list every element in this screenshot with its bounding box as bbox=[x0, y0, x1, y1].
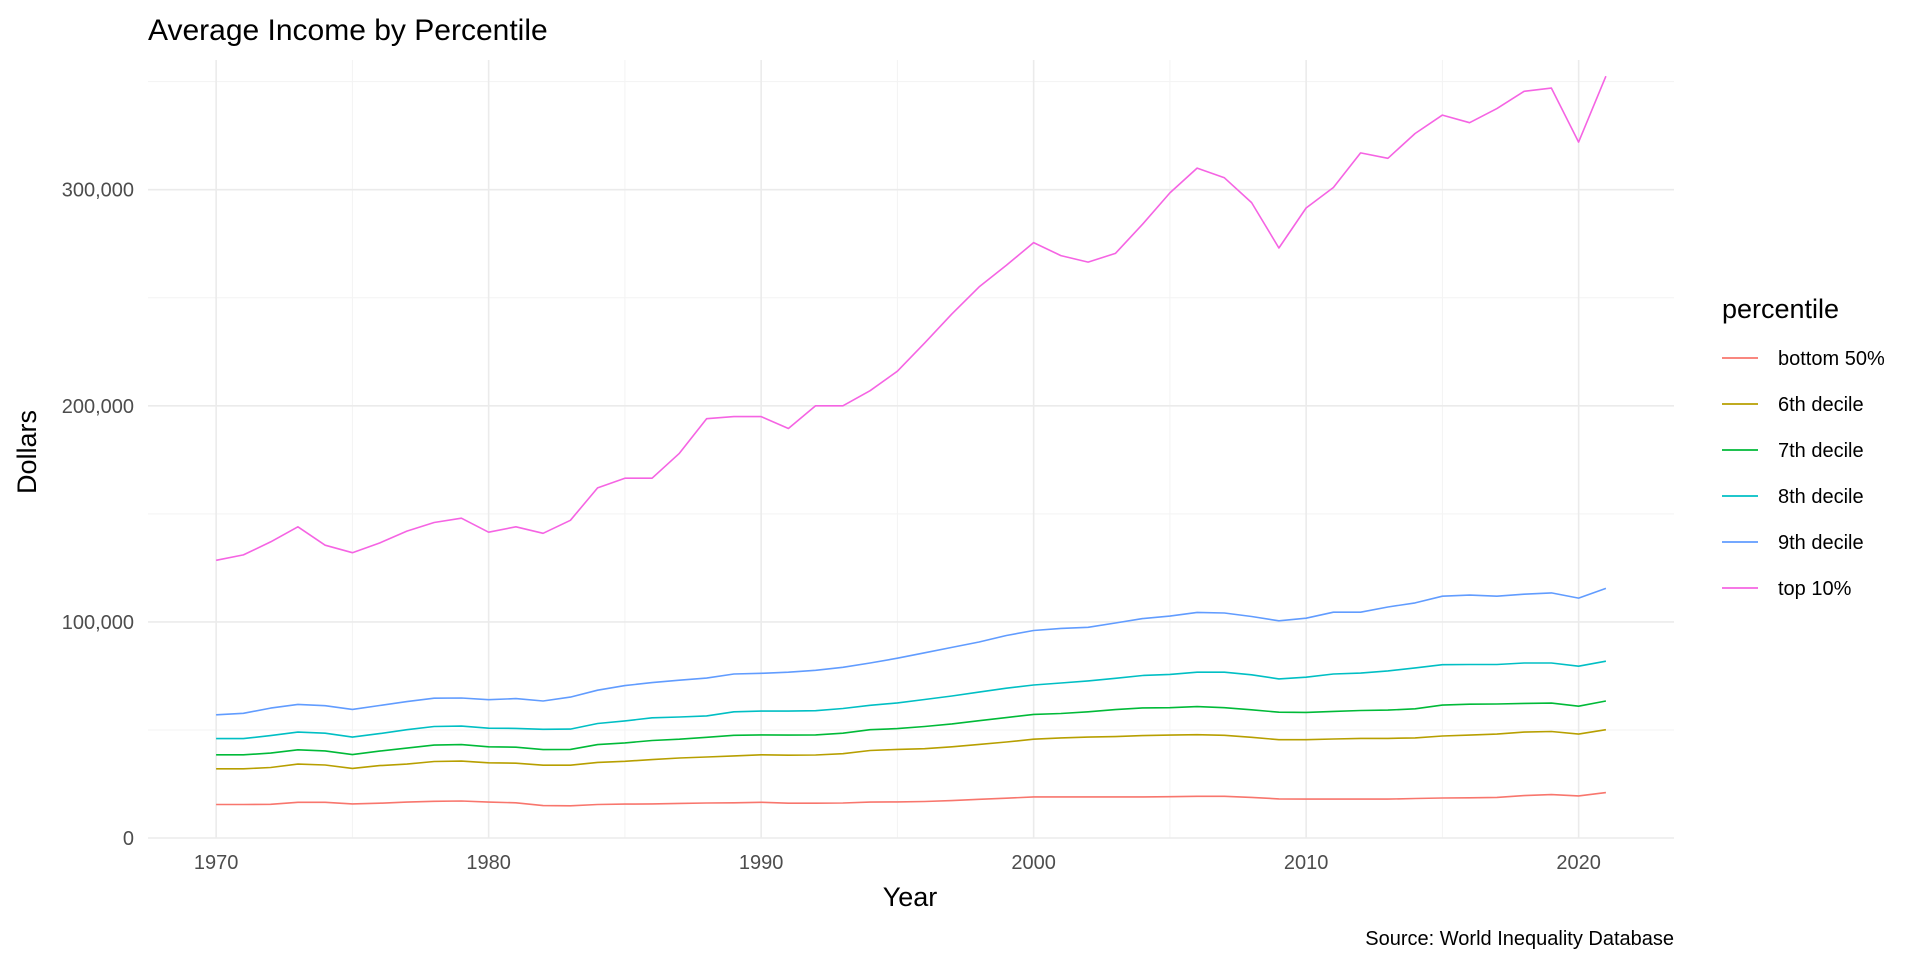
legend-title: percentile bbox=[1722, 294, 1839, 324]
y-axis-title: Dollars bbox=[12, 410, 42, 494]
legend-item: 6th decile bbox=[1722, 394, 1864, 416]
series-line-6th-decile bbox=[216, 728, 1607, 770]
x-tick-label: 2000 bbox=[1011, 852, 1056, 874]
x-axis-title: Year bbox=[883, 882, 938, 912]
legend-item: 8th decile bbox=[1722, 486, 1864, 508]
x-tick-label: 1990 bbox=[739, 852, 784, 874]
series-line-bottom-50- bbox=[216, 791, 1606, 807]
legend-label: 7th decile bbox=[1778, 440, 1864, 462]
chart-title: Average Income by Percentile bbox=[148, 14, 548, 47]
legend-item: 7th decile bbox=[1722, 440, 1864, 462]
x-tick-label: 2010 bbox=[1284, 852, 1329, 874]
legend-label: 6th decile bbox=[1778, 394, 1864, 416]
series-line-9th-decile bbox=[216, 587, 1607, 716]
y-tick-label: 0 bbox=[123, 828, 134, 850]
legend-item: bottom 50% bbox=[1722, 348, 1885, 370]
legend-label: top 10% bbox=[1778, 578, 1852, 600]
y-tick-label: 300,000 bbox=[62, 180, 134, 202]
legend-item: top 10% bbox=[1722, 578, 1852, 600]
legend: percentile bottom 50% 6th decile 7th decil… bbox=[1722, 294, 1885, 600]
series-line-top-10- bbox=[215, 75, 1607, 562]
x-tick-label: 2020 bbox=[1556, 852, 1601, 874]
source-caption: Source: World Inequality Database bbox=[1365, 928, 1674, 950]
series-line-7th-decile bbox=[216, 700, 1607, 756]
series-line-8th-decile bbox=[216, 660, 1607, 740]
x-axis-ticks: 1970 1980 1990 2000 2010 2020 bbox=[194, 852, 1601, 874]
y-axis-ticks: 0 100,000 200,000 300,000 bbox=[62, 180, 134, 850]
grid bbox=[148, 60, 1674, 839]
legend-label: 8th decile bbox=[1778, 486, 1864, 508]
x-tick-label: 1970 bbox=[194, 852, 239, 874]
legend-label: 9th decile bbox=[1778, 532, 1864, 554]
y-tick-label: 200,000 bbox=[62, 396, 134, 418]
x-tick-label: 1980 bbox=[466, 852, 511, 874]
series-lines bbox=[215, 75, 1607, 807]
legend-item: 9th decile bbox=[1722, 532, 1864, 554]
legend-label: bottom 50% bbox=[1778, 348, 1885, 370]
y-tick-label: 100,000 bbox=[62, 612, 134, 634]
